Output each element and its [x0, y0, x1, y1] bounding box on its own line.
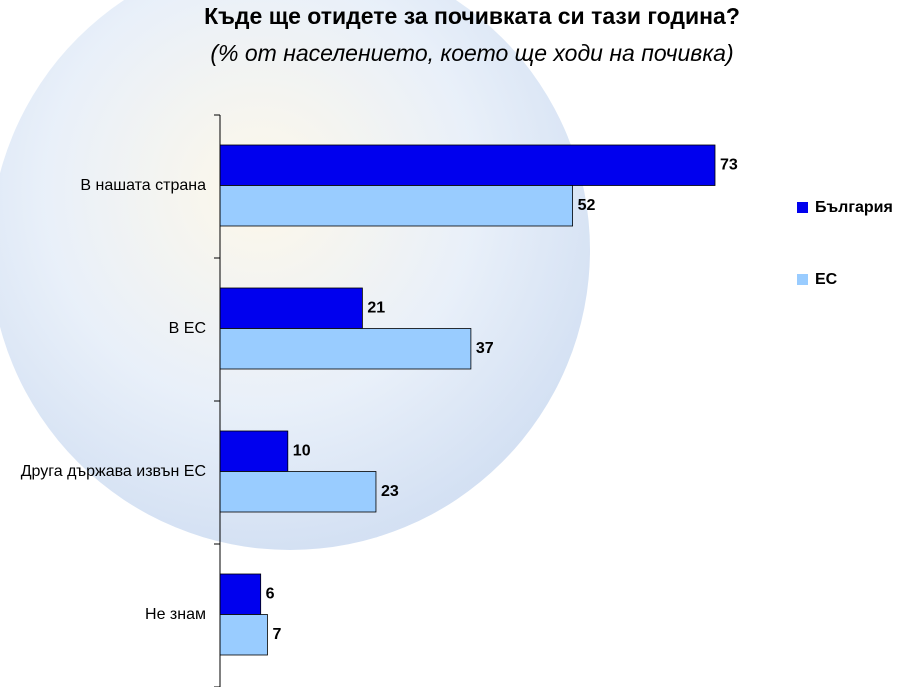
value-label: 73 [720, 156, 738, 173]
bar [219, 185, 574, 227]
value-label: 21 [367, 299, 385, 316]
legend-label: ЕС [815, 271, 838, 288]
bar [219, 614, 268, 656]
value-label: 10 [293, 442, 311, 459]
category-label: Не знам [145, 605, 206, 623]
bar [219, 328, 472, 370]
background-globe [0, 0, 590, 550]
category-label: В нашата страна [80, 176, 206, 194]
legend-swatch [797, 202, 808, 213]
bar [219, 144, 716, 186]
legend-swatch [797, 274, 808, 285]
value-label: 23 [381, 483, 399, 500]
category-label: Друга държава извън ЕС [20, 462, 206, 480]
value-label: 7 [272, 626, 281, 643]
value-label: 52 [578, 197, 596, 214]
category-label: В ЕС [168, 319, 206, 337]
value-label: 37 [476, 340, 494, 357]
chart-title: Къде ще отидете за почивката си тази год… [204, 3, 740, 29]
bar [219, 573, 262, 615]
chart-subtitle: (% от населението, което ще ходи на почи… [210, 40, 733, 66]
legend-label: България [815, 199, 893, 216]
bar [219, 471, 377, 513]
value-label: 6 [266, 585, 275, 602]
bar [219, 430, 289, 472]
bar [219, 287, 363, 329]
